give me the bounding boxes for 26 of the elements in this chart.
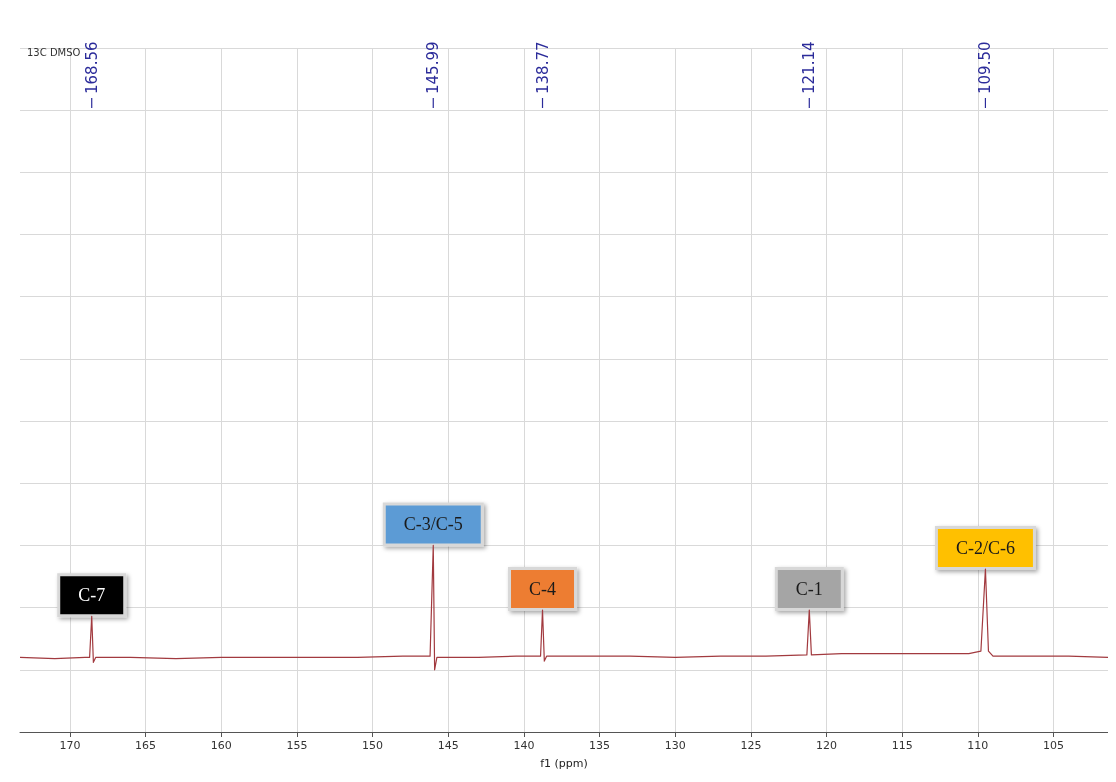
x-tick-label: 160 xyxy=(210,739,232,752)
x-tick-label: 130 xyxy=(664,739,686,752)
annotation: 168.56 xyxy=(82,41,101,94)
annotation: C-3/C-5 xyxy=(403,514,463,535)
x-tick-label: 125 xyxy=(740,739,762,752)
x-tick-label: 170 xyxy=(59,739,81,752)
chart-title: 13C DMSO xyxy=(27,46,81,58)
annotation: 121.14 xyxy=(800,41,819,94)
annotation: 138.77 xyxy=(533,41,552,94)
annotation: C-2/C-6 xyxy=(955,538,1015,559)
annotation: C-7 xyxy=(78,585,106,606)
x-axis-title: f1 (ppm) xyxy=(540,757,588,770)
x-tick-label: 165 xyxy=(135,739,157,752)
x-tick-label: 155 xyxy=(286,739,308,752)
x-tick-label: 110 xyxy=(967,739,989,752)
annotation: 109.50 xyxy=(976,41,995,94)
annotation: 145.99 xyxy=(424,41,443,94)
x-tick-label: 145 xyxy=(437,739,459,752)
x-tick-label: 105 xyxy=(1043,739,1065,752)
x-tick-label: 150 xyxy=(362,739,384,752)
annotation: C-1 xyxy=(795,579,823,600)
annotation: C-4 xyxy=(529,579,557,600)
x-tick-label: 120 xyxy=(816,739,838,752)
x-tick-label: 135 xyxy=(589,739,611,752)
x-tick-label: 115 xyxy=(891,739,913,752)
x-tick-label: 140 xyxy=(513,739,535,752)
